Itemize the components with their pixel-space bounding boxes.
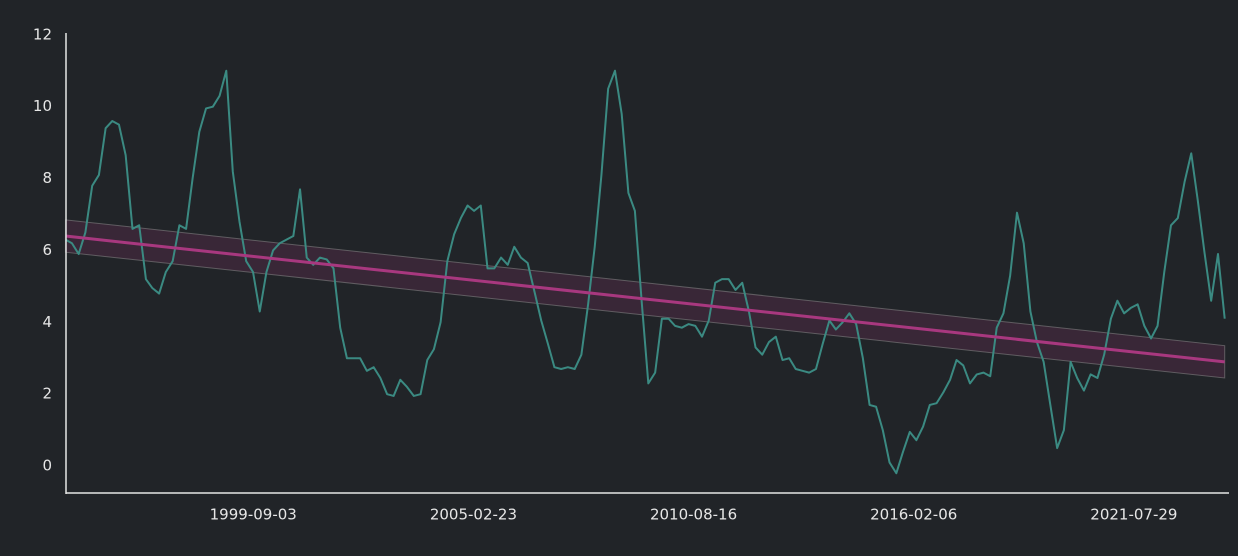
data-line (64, 69, 1226, 475)
trend-line (65, 234, 1225, 364)
y-tick-label: 0 (42, 457, 52, 475)
x-tick-label: 2021-07-29 (1090, 506, 1177, 524)
y-tick-label: 12 (33, 25, 52, 43)
y-tick-label: 10 (33, 97, 52, 115)
x-tick-label: 2005-02-23 (430, 506, 517, 524)
x-tick-label: 1999-09-03 (210, 506, 297, 524)
y-tick-label: 2 (42, 385, 52, 403)
x-tick-label: 2016-02-06 (870, 506, 957, 524)
y-tick-label: 8 (42, 169, 52, 187)
x-tick-label: 2010-08-16 (650, 506, 737, 524)
y-tick-label: 4 (42, 313, 52, 331)
y-tick-label: 6 (42, 241, 52, 259)
